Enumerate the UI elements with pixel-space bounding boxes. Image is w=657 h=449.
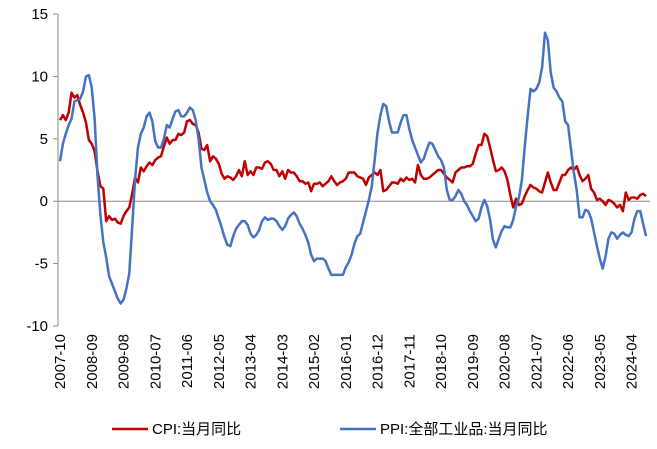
x-tick-label: 2022-06	[560, 334, 577, 389]
x-tick-label: 2020-08	[497, 334, 514, 389]
legend-label: PPI:全部工业品:当月同比	[380, 420, 548, 438]
y-tick-label: -5	[35, 256, 48, 273]
x-tick-label: 2015-02	[306, 334, 323, 389]
line-series	[58, 91, 647, 225]
x-tick-label: 2011-06	[179, 334, 196, 388]
y-tick-label: 0	[40, 193, 48, 210]
x-tick-label: 2010-07	[147, 334, 164, 389]
x-tick-label: 2016-12	[370, 334, 387, 389]
x-tick-label: 2012-05	[211, 334, 228, 389]
y-tick-label: -10	[26, 318, 48, 335]
x-tick-label: 2017-11	[401, 334, 418, 388]
y-tick-label: 10	[31, 68, 48, 85]
x-tick-label: 2008-09	[84, 334, 101, 389]
x-tick-label: 2019-09	[465, 334, 482, 389]
x-tick-label: 2013-04	[243, 334, 260, 389]
x-tick-label: 2024-04	[624, 334, 641, 389]
line-series	[58, 31, 648, 305]
y-tick-label: 15	[31, 6, 48, 23]
x-tick-label: 2007-10	[52, 334, 69, 389]
x-tick-label: 2009-08	[116, 334, 133, 389]
x-tick-label: 2023-05	[592, 334, 609, 389]
x-tick-label: 2016-01	[338, 334, 355, 389]
x-tick-label: 2014-03	[274, 334, 291, 389]
x-tick-label: 2018-10	[433, 334, 450, 389]
x-tick-label: 2021-07	[528, 334, 545, 389]
y-tick-label: 5	[40, 131, 48, 148]
legend-label: CPI:当月同比	[152, 421, 241, 438]
